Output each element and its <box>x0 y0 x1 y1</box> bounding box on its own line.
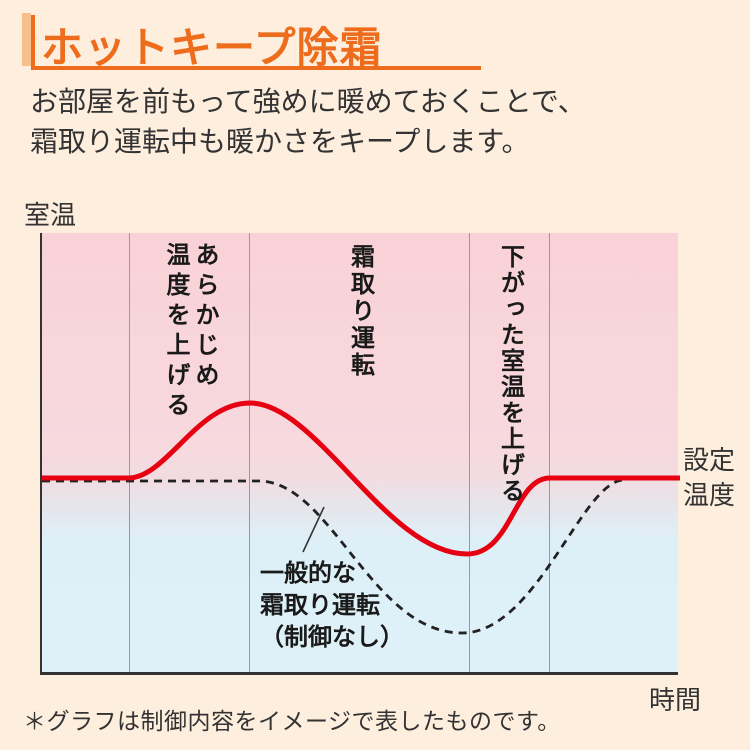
phase-divider-4 <box>549 233 550 672</box>
title-accent-bar-dark <box>31 15 35 68</box>
phase-label-reheat: 下がった室温を上げる <box>496 244 524 504</box>
page-title: ホットキープ除霜 <box>41 24 383 71</box>
x-axis-label: 時間 <box>649 685 702 715</box>
set-temperature-label: 設定 温度 <box>683 445 736 510</box>
temperature-chart: あらかじめ 温度を上げる 霜取り運転 下がった室温を上げる 一般的な 霜取り運転… <box>40 233 680 675</box>
phase-label-defrost: 霜取り運転 <box>346 244 374 379</box>
y-axis-label: 室温 <box>24 200 77 230</box>
phase-divider-1 <box>129 233 130 672</box>
phase-divider-3 <box>469 233 470 672</box>
hot-keep-curve <box>42 400 680 557</box>
title-accent-bar-light <box>22 13 31 66</box>
feature-description: お部屋を前もって強めに暖めておくことで、 霜取り運転中も暖かさをキープします。 <box>30 86 586 157</box>
phase-divider-2 <box>249 233 250 672</box>
annotation-leader-line <box>302 506 325 553</box>
title-underline <box>31 66 481 70</box>
footnote: ＊グラフは制御内容をイメージで表したものです。 <box>23 708 561 734</box>
phase-label-preheat: あらかじめ 温度を上げる <box>162 242 218 422</box>
normal-defrost-curve <box>42 478 625 635</box>
normal-defrost-annotation: 一般的な 霜取り運転 （制御なし） <box>260 560 404 651</box>
temperature-curves <box>42 400 680 635</box>
